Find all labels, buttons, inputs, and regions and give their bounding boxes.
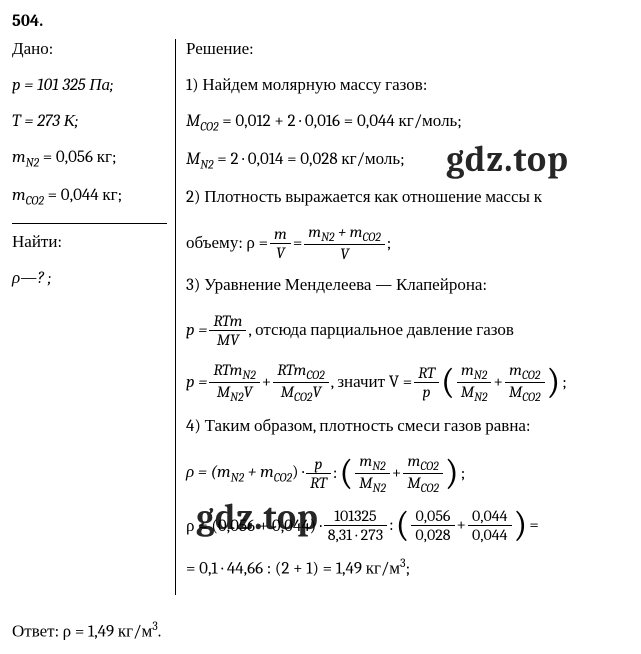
final-line: = 0,1 · 44,66 : (2 + 1) = 1,49 кг/м3;: [186, 556, 629, 581]
Mco2: MCO2 = 0,012 + 2 · 0,016 = 0,044 кг/моль…: [186, 111, 629, 135]
density-eq: объему: ρ = m V = mN2 + mCO2 V ;: [186, 223, 629, 263]
watermark-1: gdz.top: [446, 137, 569, 184]
solution-title: Решение:: [186, 39, 629, 61]
step3: 3) Уравнение Менделеева — Клапейрона:: [186, 275, 629, 297]
solution-column: Решение: 1) Найдем молярную массу газов:…: [186, 39, 629, 595]
answer: Ответ: ρ = 1,49 кг/м3.: [12, 619, 629, 642]
step4: 4) Таким образом, плотность смеси газов …: [186, 416, 629, 438]
divider-line: [12, 223, 167, 224]
content-columns: Дано: p = 101 325 Па; T = 273 К; mN2 = 0…: [12, 39, 629, 595]
given-mN2: mN2 = 0,056 кг;: [12, 147, 167, 171]
given-mCO2: mCO2 = 0,044 кг;: [12, 185, 167, 209]
given-T: T = 273 К;: [12, 111, 167, 133]
given-column: Дано: p = 101 325 Па; T = 273 К; mN2 = 0…: [12, 39, 175, 304]
rho-eq2: gdz.top ρ = (0,056 + 0,044) · 101325 8,3…: [186, 507, 629, 544]
Mn2: MN2 = 2 · 0,014 = 0,028 кг/моль; gdz.top: [186, 149, 629, 173]
find-value: ρ—? ;: [12, 268, 167, 290]
find-title: Найти:: [12, 232, 167, 254]
vertical-divider: [175, 39, 176, 595]
p-eq2: p = RTmN2 MN2V + RTmCO2 MCO2V , значит V…: [186, 361, 629, 404]
given-p: p = 101 325 Па;: [12, 75, 167, 97]
rho-eq1: ρ = (mN2 + mCO2) · p RT : ( mN2 MN2 + mC…: [186, 452, 629, 495]
p-eq1: p = RTm MV , отсюда парциальное давление…: [186, 312, 629, 349]
step1: 1) Найдем молярную массу газов:: [186, 75, 629, 97]
given-title: Дано:: [12, 39, 167, 61]
problem-number: 504.: [12, 12, 629, 31]
step2: 2) Плотность выражается как отношение ма…: [186, 187, 629, 209]
